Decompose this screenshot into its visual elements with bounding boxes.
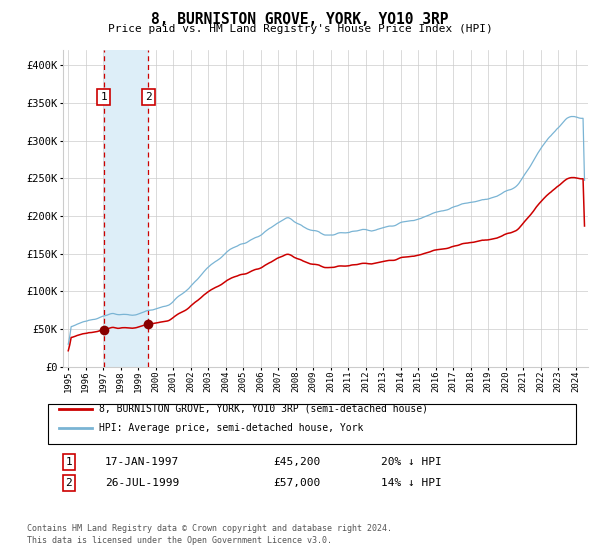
Text: 26-JUL-1999: 26-JUL-1999: [105, 478, 179, 488]
Text: 17-JAN-1997: 17-JAN-1997: [105, 457, 179, 467]
Text: 8, BURNISTON GROVE, YORK, YO10 3RP: 8, BURNISTON GROVE, YORK, YO10 3RP: [151, 12, 449, 27]
Text: HPI: Average price, semi-detached house, York: HPI: Average price, semi-detached house,…: [99, 423, 364, 433]
Text: 14% ↓ HPI: 14% ↓ HPI: [381, 478, 442, 488]
Text: 8, BURNISTON GROVE, YORK, YO10 3RP (semi-detached house): 8, BURNISTON GROVE, YORK, YO10 3RP (semi…: [99, 404, 428, 414]
Text: 2: 2: [145, 92, 151, 102]
Text: This data is licensed under the Open Government Licence v3.0.: This data is licensed under the Open Gov…: [27, 536, 332, 545]
Text: 1: 1: [65, 457, 73, 467]
Text: Price paid vs. HM Land Registry's House Price Index (HPI): Price paid vs. HM Land Registry's House …: [107, 24, 493, 34]
Text: £57,000: £57,000: [273, 478, 320, 488]
Text: £45,200: £45,200: [273, 457, 320, 467]
Text: 20% ↓ HPI: 20% ↓ HPI: [381, 457, 442, 467]
Text: 1: 1: [101, 92, 107, 102]
Bar: [104, 50, 148, 367]
Text: 2: 2: [65, 478, 73, 488]
Text: Contains HM Land Registry data © Crown copyright and database right 2024.: Contains HM Land Registry data © Crown c…: [27, 524, 392, 533]
